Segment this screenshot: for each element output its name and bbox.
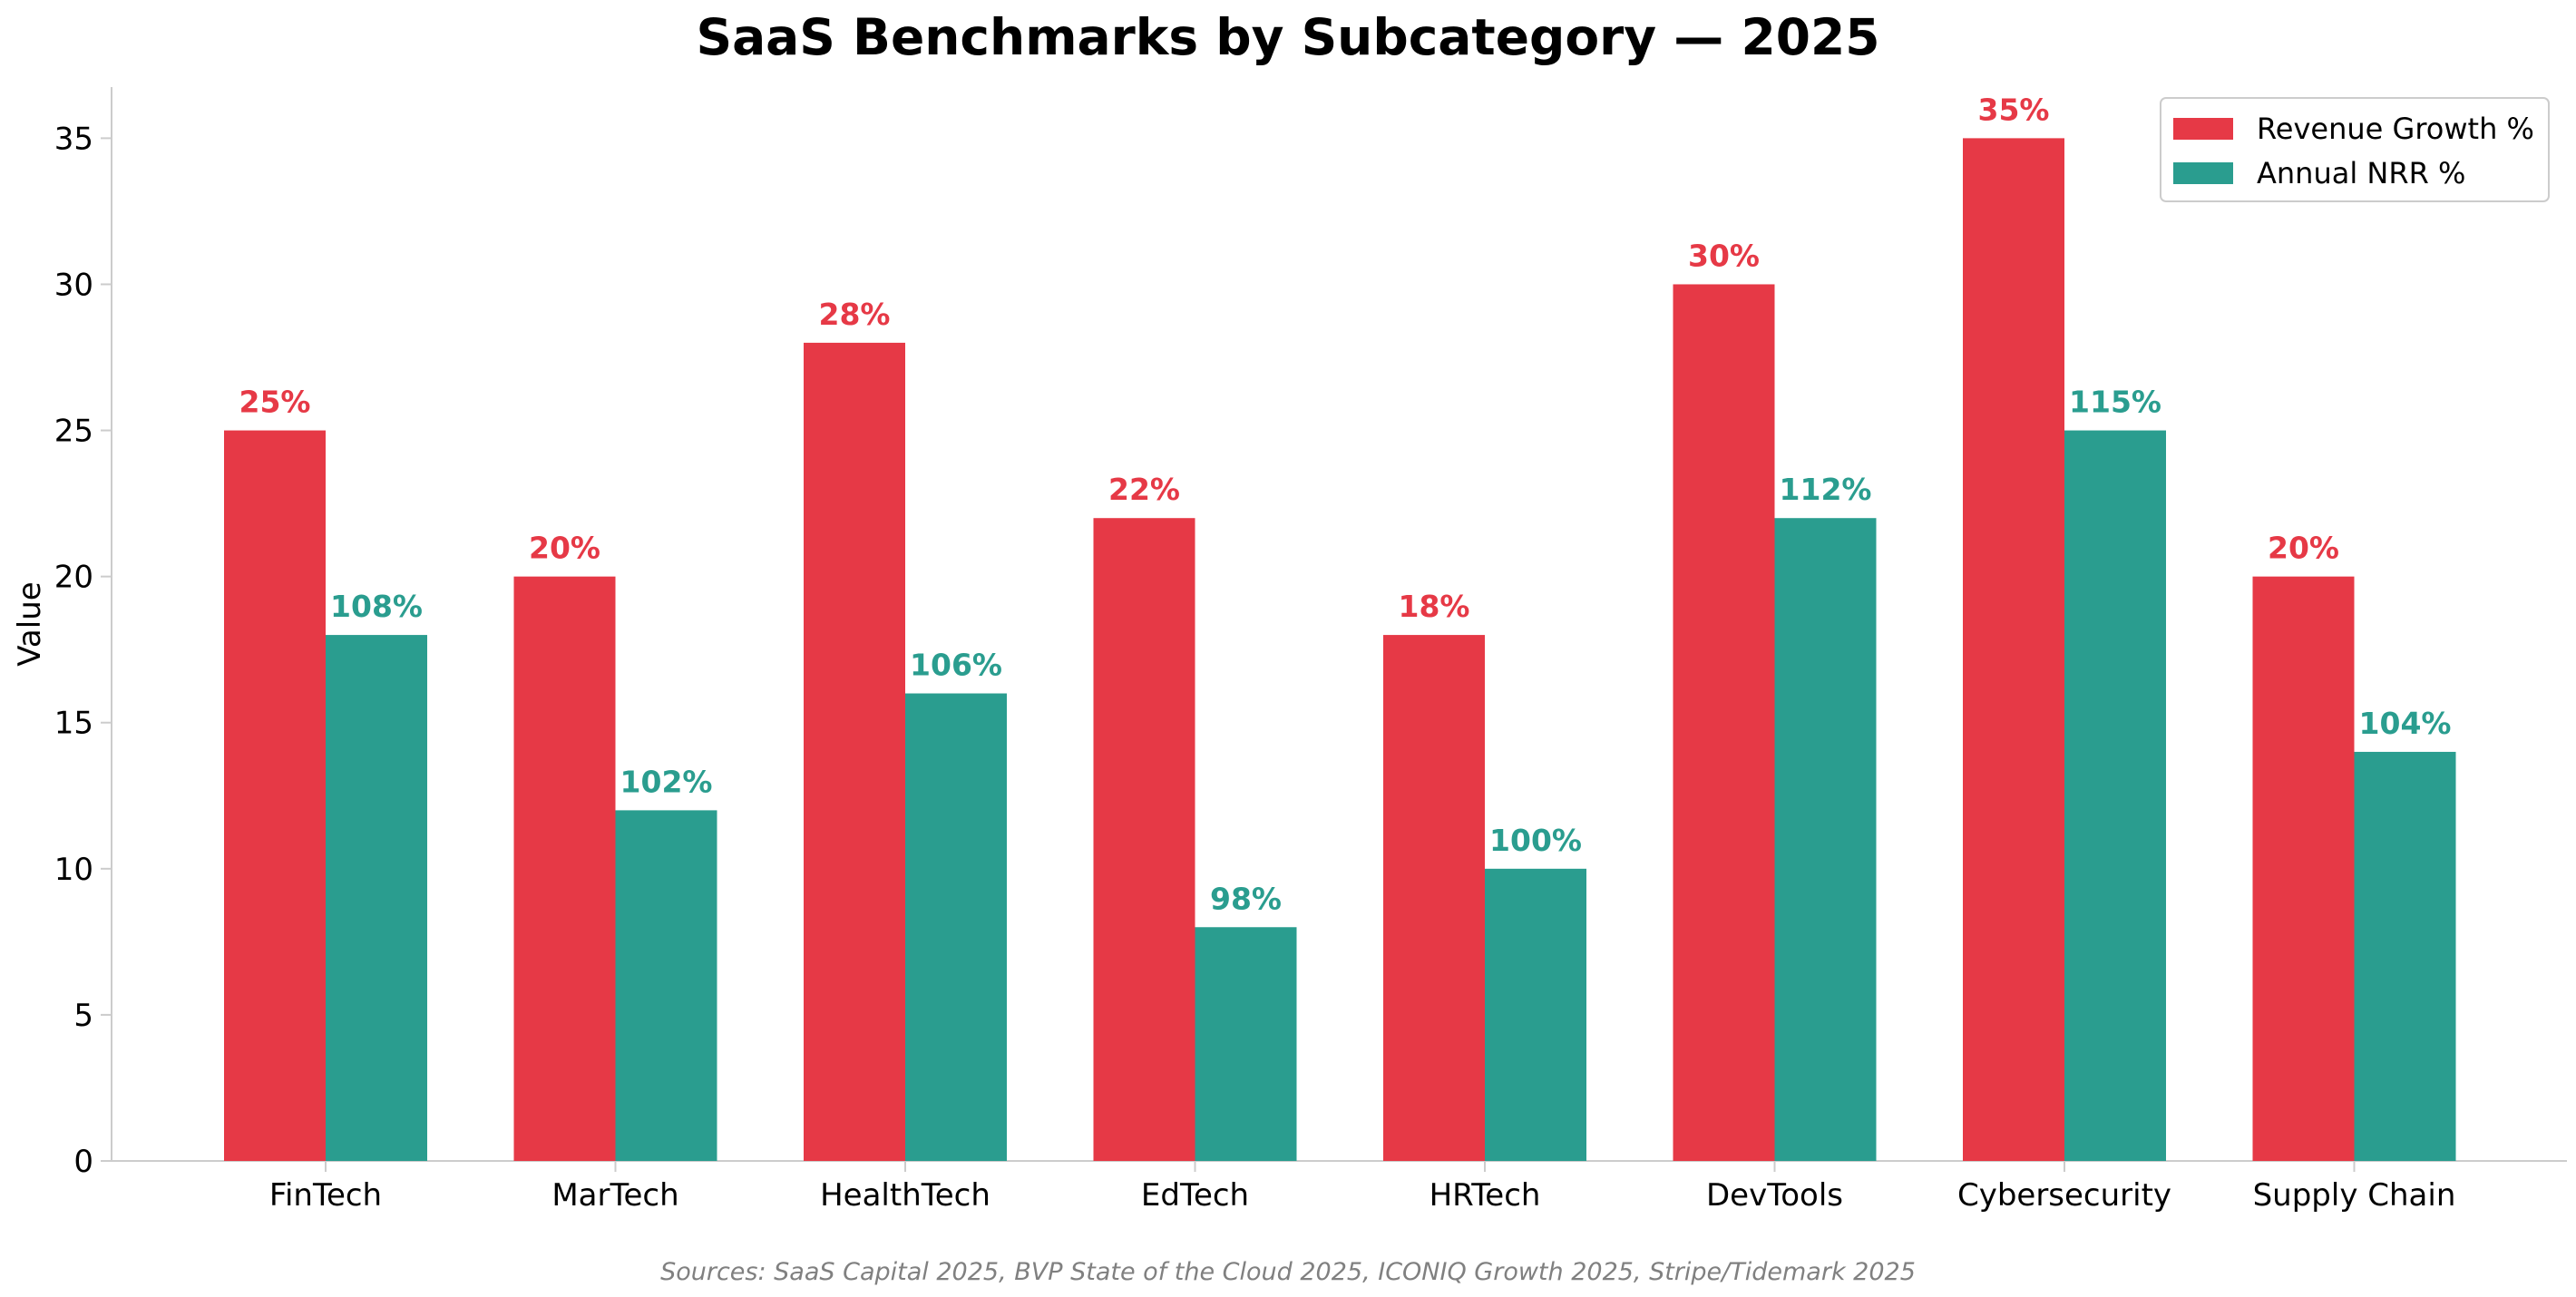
bar-annual-nrr-martech xyxy=(615,810,717,1161)
bar-revenue-growth-hrtech xyxy=(1383,635,1485,1161)
value-label-revenue-growth-hrtech: 18% xyxy=(1399,589,1470,624)
bar-annual-nrr-fintech xyxy=(326,635,427,1161)
bar-annual-nrr-devtools xyxy=(1774,518,1877,1161)
y-tick-label: 35 xyxy=(54,121,93,157)
value-label-revenue-growth-fintech: 25% xyxy=(239,385,311,420)
bar-revenue-growth-healthtech xyxy=(804,342,905,1161)
y-tick-label: 20 xyxy=(54,560,93,596)
y-tick-label: 5 xyxy=(73,998,93,1034)
legend-swatch-revenue-growth xyxy=(2173,118,2233,140)
bar-revenue-growth-cybersecurity xyxy=(1963,138,2064,1161)
legend-frame xyxy=(2160,97,2550,202)
value-label-annual-nrr-martech: 102% xyxy=(620,764,713,799)
legend-label-revenue-growth: Revenue Growth % xyxy=(2257,112,2534,146)
bars xyxy=(224,138,2456,1162)
bar-value-labels: 25% 20% 28% 22% 18% 30% 35% 20% 108% 102% 106% 98% 1… xyxy=(239,92,2452,916)
bar-revenue-growth-edtech xyxy=(1093,518,1195,1161)
value-label-annual-nrr-hrtech: 100% xyxy=(1489,823,1582,858)
value-label-annual-nrr-fintech: 108% xyxy=(330,589,423,624)
legend-label-annual-nrr: Annual NRR % xyxy=(2257,156,2465,190)
bar-revenue-growth-devtools xyxy=(1673,284,1775,1162)
x-tick-label-supply-chain: Supply Chain xyxy=(2253,1177,2456,1214)
bar-annual-nrr-supply-chain xyxy=(2354,751,2456,1161)
bar-revenue-growth-martech xyxy=(513,576,616,1161)
x-axis: FinTech MarTech HealthTech EdTech HRTech DevT… xyxy=(112,1160,2567,1214)
value-label-revenue-growth-martech: 20% xyxy=(529,531,600,566)
x-tick-label-devtools: DevTools xyxy=(1706,1177,1843,1214)
y-tick-label: 25 xyxy=(54,414,93,450)
x-tick-label-edtech: EdTech xyxy=(1141,1177,1249,1214)
value-label-revenue-growth-edtech: 22% xyxy=(1108,472,1180,507)
y-axis-label: Value xyxy=(12,581,48,666)
value-label-annual-nrr-healthtech: 106% xyxy=(910,648,1002,683)
y-tick-label: 15 xyxy=(54,706,93,742)
value-label-revenue-growth-healthtech: 28% xyxy=(819,297,891,332)
value-label-annual-nrr-edtech: 98% xyxy=(1210,881,1282,916)
y-tick-label: 0 xyxy=(73,1144,93,1180)
bar-annual-nrr-hrtech xyxy=(1485,868,1586,1161)
chart-title: SaaS Benchmarks by Subcategory — 2025 xyxy=(696,8,1879,66)
legend: Revenue Growth % Annual NRR % xyxy=(2160,97,2550,202)
value-label-revenue-growth-devtools: 30% xyxy=(1688,238,1760,273)
value-label-revenue-growth-supply-chain: 20% xyxy=(2268,531,2339,566)
bar-revenue-growth-supply-chain xyxy=(2252,576,2355,1161)
x-tick-label-hrtech: HRTech xyxy=(1429,1177,1541,1214)
bar-annual-nrr-edtech xyxy=(1195,927,1297,1161)
x-tick-label-martech: MarTech xyxy=(551,1177,678,1214)
bar-revenue-growth-fintech xyxy=(224,430,326,1161)
y-axis: 0 5 10 15 20 25 30 35 xyxy=(54,87,112,1180)
value-label-revenue-growth-cybersecurity: 35% xyxy=(1978,92,2050,127)
bar-annual-nrr-cybersecurity xyxy=(2064,430,2166,1161)
chart-footnote: Sources: SaaS Capital 2025, BVP State of… xyxy=(660,1258,1916,1286)
x-tick-label-healthtech: HealthTech xyxy=(820,1177,990,1214)
value-label-annual-nrr-cybersecurity: 115% xyxy=(2069,385,2161,420)
legend-swatch-annual-nrr xyxy=(2173,162,2233,184)
value-label-annual-nrr-devtools: 112% xyxy=(1780,472,1872,507)
bar-annual-nrr-healthtech xyxy=(905,693,1007,1161)
y-tick-label: 30 xyxy=(54,267,93,303)
x-tick-label-cybersecurity: Cybersecurity xyxy=(1957,1177,2171,1214)
value-label-annual-nrr-supply-chain: 104% xyxy=(2359,706,2452,741)
y-tick-label: 10 xyxy=(54,852,93,888)
x-tick-label-fintech: FinTech xyxy=(269,1177,382,1214)
